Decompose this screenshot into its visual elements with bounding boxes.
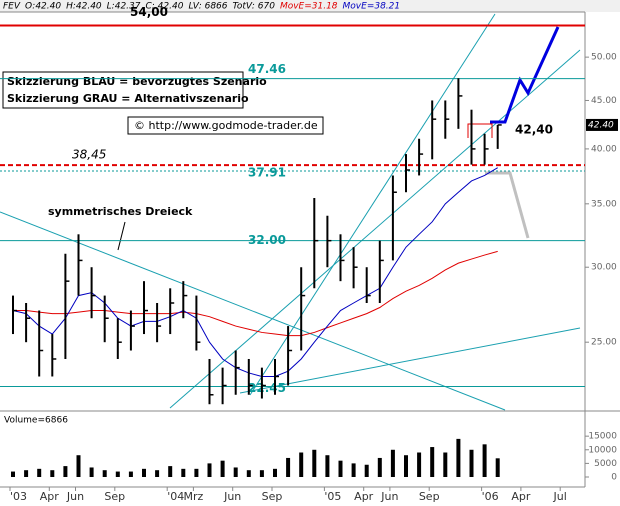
annotation: symmetrisches Dreieck	[48, 205, 193, 218]
volume-bar	[351, 463, 356, 477]
scenario-grey	[485, 171, 530, 239]
annotation: Skizzierung GRAU = Alternativszenario	[7, 92, 249, 105]
y-tick-label: 35.00	[591, 199, 617, 209]
header-item: C: 42.40	[145, 2, 183, 12]
x-tick-label: Jun	[66, 490, 84, 503]
level-label: 37.91	[248, 165, 286, 179]
price-box	[586, 118, 618, 131]
x-tick-label: Apr	[511, 490, 531, 503]
x-tick-label: Mrz	[184, 490, 204, 503]
header-item: L:42.37	[107, 2, 141, 12]
volume-bar	[155, 470, 160, 477]
header-item: TotV: 670	[233, 2, 276, 12]
volume-bar	[417, 452, 422, 477]
legend-box	[2, 71, 244, 109]
volume-bar	[181, 468, 186, 477]
volume-bar	[11, 471, 15, 477]
x-tick-label: Apr	[40, 490, 60, 503]
y-tick-label: 25.00	[591, 338, 617, 348]
header-bar	[0, 0, 620, 12]
x-tick-label: '05	[324, 490, 341, 503]
y-tick-label: 40.00	[591, 144, 617, 154]
volume-bar	[115, 471, 120, 477]
volume-bar	[50, 470, 55, 477]
annotation: Skizzierung BLAU = bevorzugtes Szenario	[7, 75, 267, 88]
copyright-box	[127, 116, 324, 135]
y-tick-label: 15000	[588, 432, 617, 442]
volume-bar	[312, 449, 317, 477]
volume-bar	[299, 452, 304, 477]
volume-bar	[220, 460, 225, 477]
level-label: 54,00	[130, 5, 168, 19]
x-tick-label: Jul	[553, 490, 567, 503]
volume-bar	[142, 468, 146, 477]
x-tick-label: Sep	[104, 490, 125, 503]
volume-bar	[207, 463, 212, 477]
header-item: FEV	[3, 2, 21, 12]
volume-bar	[273, 468, 277, 477]
volume-bar	[364, 464, 369, 477]
volume-bar	[338, 460, 343, 477]
volume-bar	[377, 457, 382, 477]
volume-bar	[443, 452, 448, 477]
x-tick-label: Jun	[380, 490, 398, 503]
x-tick-label: Sep	[262, 490, 283, 503]
x-tick-label: '04	[167, 490, 184, 503]
scenario-blue	[490, 26, 560, 124]
header-item: O:42.40	[25, 2, 61, 12]
trendlines	[0, 13, 581, 411]
x-tick-label: Jun	[223, 490, 241, 503]
level-label: 22.45	[248, 381, 286, 395]
x-tick-label: '03	[10, 490, 27, 503]
marker-box	[467, 123, 493, 138]
volume-bar	[63, 466, 68, 477]
y-tick-label: 45.00	[591, 96, 617, 106]
volume-bar	[24, 470, 29, 477]
header-item: MovE=31.18	[280, 2, 338, 12]
volume-bar	[102, 470, 107, 477]
moving-average	[12, 167, 498, 377]
y-tick-label: 50.00	[591, 53, 617, 63]
last-price-label: 42,40	[515, 123, 553, 137]
x-tick-label: Apr	[354, 490, 374, 503]
moving-average	[13, 250, 498, 337]
y-tick-label: 5000	[594, 459, 617, 469]
copyright: © http://www.godmode-trader.de	[134, 119, 318, 132]
volume-bar	[76, 455, 81, 477]
volume-bar	[168, 466, 173, 477]
level-label: 38,45	[72, 148, 106, 162]
x-tick-label: '06	[482, 490, 499, 503]
level-label: 32.00	[248, 233, 286, 247]
volume-bar	[259, 470, 264, 477]
x-tick-label: Sep	[419, 490, 440, 503]
y-tick-label: 30.00	[591, 263, 617, 273]
volume-bar	[89, 467, 94, 477]
volume-bar	[325, 455, 330, 477]
volume-bar	[430, 447, 435, 477]
volume-bar	[37, 468, 42, 477]
volume-bar	[128, 471, 133, 477]
header-item: H:42.40	[66, 2, 102, 12]
volume-bar	[390, 449, 395, 477]
header-item: LV: 6866	[188, 2, 227, 12]
volume-bar	[482, 444, 487, 477]
volume-bar	[404, 455, 408, 477]
price-box-label: 42.40	[588, 120, 614, 130]
volume-title: Volume=6866	[4, 416, 68, 426]
arrow	[117, 221, 126, 251]
volume-bar	[246, 470, 251, 477]
volume-bar	[194, 468, 199, 477]
volume-bar	[233, 467, 238, 477]
volume-bar	[469, 449, 474, 477]
volume-bar	[286, 457, 291, 477]
y-tick-label: 0	[611, 473, 617, 483]
header-item: MovE=38.21	[343, 2, 401, 12]
level-label: 47.46	[248, 62, 286, 76]
y-tick-label: 10000	[588, 445, 617, 455]
volume-bar	[495, 458, 500, 477]
volume-bar	[456, 438, 461, 477]
